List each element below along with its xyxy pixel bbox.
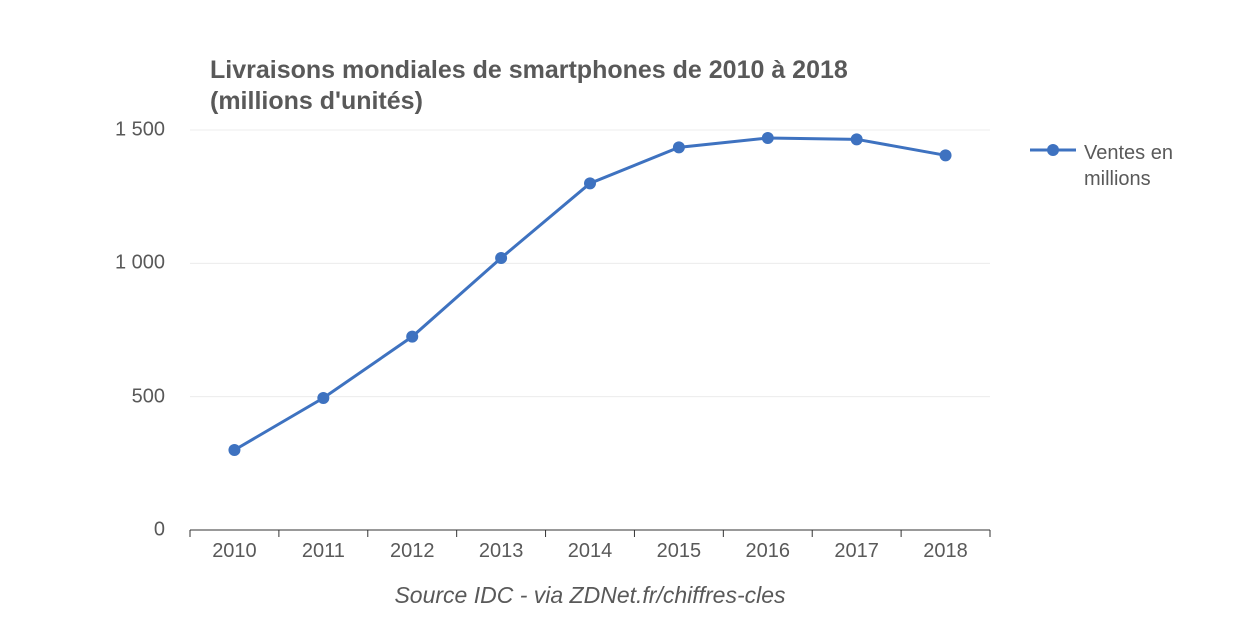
legend: Ventes en millions	[1030, 140, 1184, 192]
legend-marker-dot	[1047, 144, 1059, 156]
x-axis-labels: 2010 2011 2012 2013 2014 2015 2016 2017 2018	[190, 540, 990, 570]
y-axis-labels: 05001 0001 500	[0, 130, 180, 530]
data-point	[406, 331, 418, 343]
x-tick-label: 2015	[657, 540, 702, 563]
x-tick-label: 2013	[479, 540, 524, 563]
data-point	[317, 392, 329, 404]
data-point	[762, 132, 774, 144]
x-tick-label: 2012	[390, 540, 435, 563]
legend-marker	[1030, 140, 1076, 160]
source-text: Source IDC - via ZDNet.fr/chiffres-cles	[190, 582, 990, 609]
data-point	[584, 177, 596, 189]
data-point	[673, 141, 685, 153]
plot-svg	[190, 130, 990, 530]
data-point	[228, 444, 240, 456]
x-tick-label: 2010	[212, 540, 257, 563]
chart-container: { "chart": { "type": "line", "title": "L…	[0, 0, 1256, 642]
y-tick-label: 1 000	[5, 252, 165, 275]
data-point	[940, 149, 952, 161]
x-tick-label: 2014	[568, 540, 613, 563]
data-point	[495, 252, 507, 264]
x-tick-label: 2011	[302, 540, 345, 563]
data-point	[851, 133, 863, 145]
chart-title-line1: Livraisons mondiales de smartphones de 2…	[210, 56, 848, 115]
chart-title: Livraisons mondiales de smartphones de 2…	[210, 55, 910, 118]
y-tick-label: 0	[5, 519, 165, 542]
y-tick-label: 500	[5, 385, 165, 408]
x-tick-label: 2016	[746, 540, 791, 563]
y-tick-label: 1 500	[5, 119, 165, 142]
x-tick-label: 2017	[834, 540, 879, 563]
legend-label: Ventes en millions	[1084, 140, 1184, 192]
plot-area	[190, 130, 990, 530]
x-tick-label: 2018	[923, 540, 968, 563]
